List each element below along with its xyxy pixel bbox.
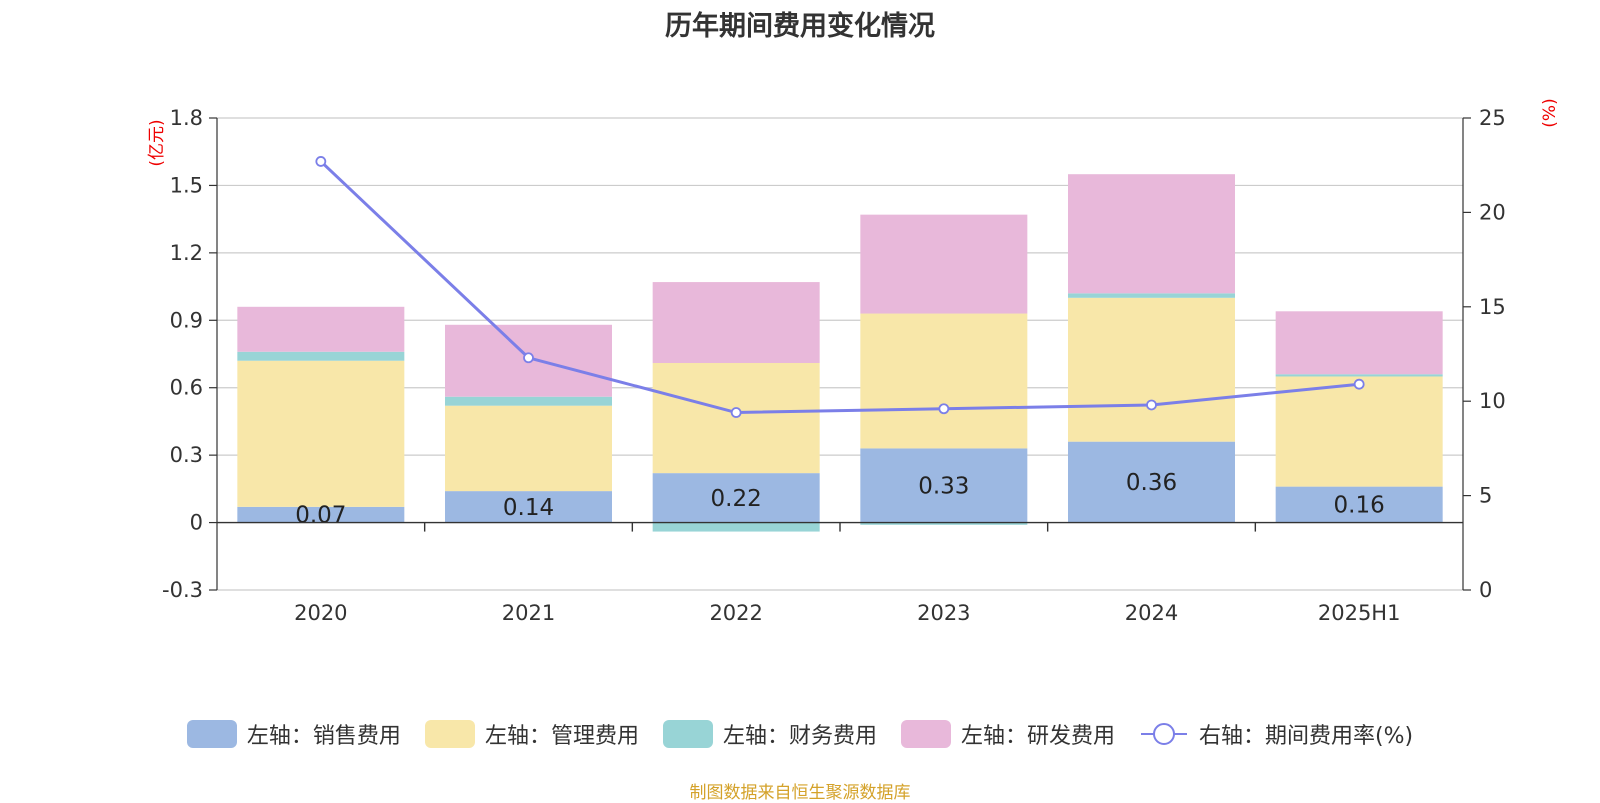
legend: 左轴：销售费用 左轴：管理费用 左轴：财务费用 左轴：研发费用 右轴：期间费用率(%) — [0, 718, 1600, 750]
bar-segment — [1068, 174, 1235, 294]
legend-label: 左轴：研发费用 — [960, 724, 1115, 749]
category-label: 2022 — [709, 601, 762, 625]
bar-segment — [652, 282, 820, 363]
bar-segment — [237, 306, 405, 352]
bar-segment — [860, 214, 1028, 314]
rate-point — [523, 352, 534, 364]
category-label: 2021 — [502, 601, 555, 625]
category-label: 2025H1 — [1318, 601, 1401, 625]
category-label: 2020 — [294, 601, 347, 625]
bar-segment — [652, 522, 820, 532]
rate-point — [1353, 378, 1365, 390]
left-axis-tick-label: 1.2 — [170, 241, 203, 265]
bar-segment — [860, 313, 1028, 449]
bar-segment — [1068, 297, 1235, 442]
bar-data-label: 0.14 — [503, 495, 554, 521]
bar-segment — [1275, 374, 1443, 377]
legend-item: 左轴：财务费用 — [662, 718, 877, 750]
left-axis-tick-label: 1.5 — [170, 173, 203, 197]
right-axis-tick-label: 10 — [1479, 389, 1506, 413]
category-label: 2023 — [917, 601, 970, 625]
left-axis-tick-label: 0.3 — [170, 443, 203, 467]
bar-data-label: 0.36 — [1126, 470, 1177, 496]
bar-data-label: 0.22 — [711, 486, 762, 512]
rate-point — [1146, 399, 1157, 411]
legend-item: 左轴：研发费用 — [900, 718, 1115, 750]
source-note: 制图数据来自恒生聚源数据库 — [689, 783, 911, 803]
chart-title: 历年期间费用变化情况 — [665, 11, 935, 42]
legend-label: 左轴：销售费用 — [246, 724, 401, 749]
legend-swatch — [424, 720, 475, 748]
left-axis-tick-label: 1.8 — [170, 106, 203, 130]
bar-segment — [1275, 376, 1443, 487]
left-axis-tick-label: 0.9 — [170, 308, 203, 332]
right-axis-tick-label: 20 — [1479, 200, 1506, 224]
bar-segment — [445, 491, 612, 523]
legend-label: 左轴：管理费用 — [484, 724, 639, 749]
left-axis-tick-label: 0.6 — [170, 376, 203, 400]
bar-segment — [1275, 311, 1443, 375]
rate-line — [319, 160, 1360, 415]
left-axis-tick-label: 0 — [190, 511, 203, 535]
legend-line-marker — [1140, 723, 1187, 745]
legend-item: 左轴：销售费用 — [186, 718, 401, 750]
bar-segment — [1068, 293, 1235, 298]
bar-segment — [860, 448, 1028, 523]
bar-segment — [652, 362, 820, 474]
rate-point — [730, 407, 742, 418]
bar-segment — [445, 396, 612, 406]
right-axis-tick-label: 25 — [1479, 106, 1506, 130]
bar-data-label: 0.07 — [295, 503, 346, 529]
bar-segment — [237, 506, 405, 523]
bar-data-label: 0.33 — [918, 473, 969, 499]
right-axis-unit: (%) — [1540, 98, 1560, 127]
bar-data-label: 0.16 — [1334, 493, 1385, 519]
legend-label: 左轴：财务费用 — [722, 724, 877, 749]
legend-item: 右轴：期间费用率(%) — [1139, 718, 1413, 750]
right-axis-tick-label: 0 — [1479, 578, 1492, 602]
bar-segment — [237, 351, 405, 361]
bar-segment — [1275, 486, 1443, 523]
bar-segment — [652, 473, 820, 523]
legend-item: 左轴：管理费用 — [424, 718, 639, 750]
legend-swatch — [186, 720, 237, 748]
left-axis-unit: (亿元) — [147, 119, 167, 166]
bar-segment — [1068, 441, 1235, 523]
bar-segment — [237, 360, 405, 507]
right-axis-tick-label: 5 — [1479, 484, 1492, 508]
legend-swatch — [662, 720, 713, 748]
left-axis-tick-label: -0.3 — [162, 578, 203, 602]
category-label: 2024 — [1125, 601, 1178, 625]
rate-point — [938, 403, 950, 415]
bar-segment — [860, 522, 1028, 525]
chart-plot: 1.8 1.5 1.2 0.9 0.6 0.3 0 -0.3 25 20 15 10 5 0 (亿元) (%)… — [147, 98, 1560, 625]
bar-segment — [445, 405, 612, 492]
legend-swatch — [900, 720, 951, 748]
legend-label: 右轴：期间费用率(%) — [1198, 724, 1414, 749]
right-axis-tick-label: 15 — [1479, 295, 1506, 319]
rate-point — [315, 156, 327, 167]
